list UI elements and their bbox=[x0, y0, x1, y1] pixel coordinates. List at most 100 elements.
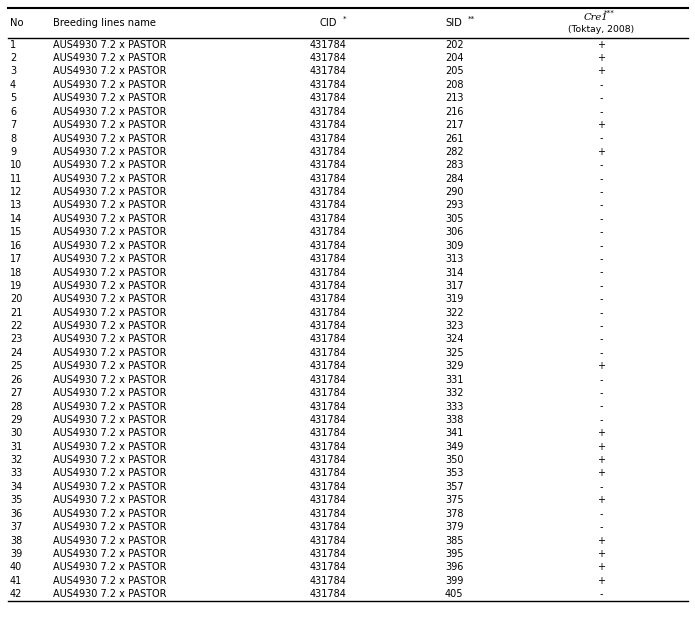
Text: AUS4930 7.2 x PASTOR: AUS4930 7.2 x PASTOR bbox=[54, 308, 167, 318]
Text: AUS4930 7.2 x PASTOR: AUS4930 7.2 x PASTOR bbox=[54, 522, 167, 532]
Text: AUS4930 7.2 x PASTOR: AUS4930 7.2 x PASTOR bbox=[54, 589, 167, 599]
Text: 3: 3 bbox=[10, 67, 16, 77]
Text: AUS4930 7.2 x PASTOR: AUS4930 7.2 x PASTOR bbox=[54, 334, 167, 344]
Text: 431784: 431784 bbox=[310, 187, 347, 197]
Text: 396: 396 bbox=[445, 562, 464, 572]
Text: 431784: 431784 bbox=[310, 468, 347, 478]
Text: 314: 314 bbox=[445, 268, 464, 277]
Text: -: - bbox=[600, 107, 603, 117]
Text: AUS4930 7.2 x PASTOR: AUS4930 7.2 x PASTOR bbox=[54, 294, 167, 304]
Text: 208: 208 bbox=[445, 80, 464, 90]
Text: 431784: 431784 bbox=[310, 240, 347, 251]
Text: -: - bbox=[600, 240, 603, 251]
Text: -: - bbox=[600, 281, 603, 291]
Text: AUS4930 7.2 x PASTOR: AUS4930 7.2 x PASTOR bbox=[54, 200, 167, 211]
Text: 306: 306 bbox=[445, 227, 464, 237]
Text: AUS4930 7.2 x PASTOR: AUS4930 7.2 x PASTOR bbox=[54, 281, 167, 291]
Text: -: - bbox=[600, 321, 603, 331]
Text: ***: *** bbox=[604, 10, 615, 16]
Text: 2: 2 bbox=[10, 53, 16, 63]
Text: 42: 42 bbox=[10, 589, 22, 599]
Text: -: - bbox=[600, 80, 603, 90]
Text: AUS4930 7.2 x PASTOR: AUS4930 7.2 x PASTOR bbox=[54, 240, 167, 251]
Text: 431784: 431784 bbox=[310, 214, 347, 224]
Text: AUS4930 7.2 x PASTOR: AUS4930 7.2 x PASTOR bbox=[54, 120, 167, 130]
Text: 15: 15 bbox=[10, 227, 22, 237]
Text: 431784: 431784 bbox=[310, 536, 347, 546]
Text: 20: 20 bbox=[10, 294, 22, 304]
Text: 36: 36 bbox=[10, 509, 22, 519]
Text: +: + bbox=[598, 468, 605, 478]
Text: 204: 204 bbox=[445, 53, 464, 63]
Text: 375: 375 bbox=[445, 495, 464, 506]
Text: 431784: 431784 bbox=[310, 67, 347, 77]
Text: 293: 293 bbox=[445, 200, 464, 211]
Text: 431784: 431784 bbox=[310, 428, 347, 438]
Text: AUS4930 7.2 x PASTOR: AUS4930 7.2 x PASTOR bbox=[54, 80, 167, 90]
Text: *: * bbox=[343, 16, 346, 22]
Text: 13: 13 bbox=[10, 200, 22, 211]
Text: AUS4930 7.2 x PASTOR: AUS4930 7.2 x PASTOR bbox=[54, 40, 167, 49]
Text: AUS4930 7.2 x PASTOR: AUS4930 7.2 x PASTOR bbox=[54, 93, 167, 103]
Text: 338: 338 bbox=[445, 415, 464, 425]
Text: Cre1: Cre1 bbox=[583, 12, 608, 22]
Text: 30: 30 bbox=[10, 428, 22, 438]
Text: 290: 290 bbox=[445, 187, 464, 197]
Text: 284: 284 bbox=[445, 174, 464, 184]
Text: AUS4930 7.2 x PASTOR: AUS4930 7.2 x PASTOR bbox=[54, 388, 167, 398]
Text: +: + bbox=[598, 549, 605, 559]
Text: 431784: 431784 bbox=[310, 107, 347, 117]
Text: AUS4930 7.2 x PASTOR: AUS4930 7.2 x PASTOR bbox=[54, 428, 167, 438]
Text: 431784: 431784 bbox=[310, 80, 347, 90]
Text: AUS4930 7.2 x PASTOR: AUS4930 7.2 x PASTOR bbox=[54, 187, 167, 197]
Text: 40: 40 bbox=[10, 562, 22, 572]
Text: 19: 19 bbox=[10, 281, 22, 291]
Text: AUS4930 7.2 x PASTOR: AUS4930 7.2 x PASTOR bbox=[54, 254, 167, 264]
Text: 18: 18 bbox=[10, 268, 22, 277]
Text: +: + bbox=[598, 536, 605, 546]
Text: 329: 329 bbox=[445, 362, 464, 371]
Text: AUS4930 7.2 x PASTOR: AUS4930 7.2 x PASTOR bbox=[54, 468, 167, 478]
Text: 317: 317 bbox=[445, 281, 464, 291]
Text: -: - bbox=[600, 268, 603, 277]
Text: 431784: 431784 bbox=[310, 200, 347, 211]
Text: 4: 4 bbox=[10, 80, 16, 90]
Text: 14: 14 bbox=[10, 214, 22, 224]
Text: 38: 38 bbox=[10, 536, 22, 546]
Text: -: - bbox=[600, 415, 603, 425]
Text: AUS4930 7.2 x PASTOR: AUS4930 7.2 x PASTOR bbox=[54, 509, 167, 519]
Text: SID: SID bbox=[445, 18, 463, 28]
Text: 28: 28 bbox=[10, 402, 22, 412]
Text: 431784: 431784 bbox=[310, 375, 347, 384]
Text: 431784: 431784 bbox=[310, 147, 347, 157]
Text: 17: 17 bbox=[10, 254, 22, 264]
Text: AUS4930 7.2 x PASTOR: AUS4930 7.2 x PASTOR bbox=[54, 214, 167, 224]
Text: 431784: 431784 bbox=[310, 562, 347, 572]
Text: +: + bbox=[598, 362, 605, 371]
Text: 26: 26 bbox=[10, 375, 22, 384]
Text: 216: 216 bbox=[445, 107, 464, 117]
Text: 37: 37 bbox=[10, 522, 22, 532]
Text: 431784: 431784 bbox=[310, 294, 347, 304]
Text: 431784: 431784 bbox=[310, 174, 347, 184]
Text: AUS4930 7.2 x PASTOR: AUS4930 7.2 x PASTOR bbox=[54, 107, 167, 117]
Text: 283: 283 bbox=[445, 160, 464, 171]
Text: AUS4930 7.2 x PASTOR: AUS4930 7.2 x PASTOR bbox=[54, 348, 167, 358]
Text: -: - bbox=[600, 308, 603, 318]
Text: 8: 8 bbox=[10, 133, 16, 143]
Text: AUS4930 7.2 x PASTOR: AUS4930 7.2 x PASTOR bbox=[54, 375, 167, 384]
Text: -: - bbox=[600, 160, 603, 171]
Text: No: No bbox=[10, 18, 24, 28]
Text: +: + bbox=[598, 428, 605, 438]
Text: 431784: 431784 bbox=[310, 321, 347, 331]
Text: -: - bbox=[600, 200, 603, 211]
Text: 41: 41 bbox=[10, 576, 22, 586]
Text: 431784: 431784 bbox=[310, 509, 347, 519]
Text: AUS4930 7.2 x PASTOR: AUS4930 7.2 x PASTOR bbox=[54, 536, 167, 546]
Text: +: + bbox=[598, 562, 605, 572]
Text: 29: 29 bbox=[10, 415, 22, 425]
Text: 350: 350 bbox=[445, 455, 464, 465]
Text: +: + bbox=[598, 67, 605, 77]
Text: -: - bbox=[600, 589, 603, 599]
Text: 405: 405 bbox=[445, 589, 464, 599]
